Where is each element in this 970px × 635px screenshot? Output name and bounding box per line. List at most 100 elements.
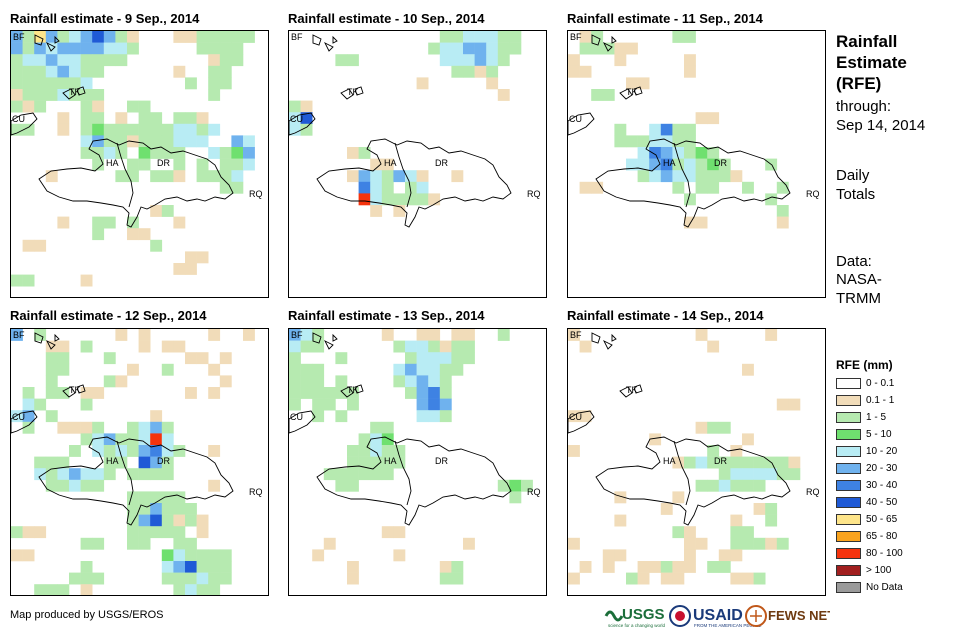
- rainfall-cell: [103, 123, 116, 136]
- panel-title-sep-12: Rainfall estimate - 12 Sep., 2014: [10, 308, 207, 323]
- rainfall-cell: [80, 147, 93, 159]
- rainfall-cell: [161, 135, 174, 148]
- rainfall-cell: [92, 468, 105, 481]
- rainfall-cell: [173, 491, 186, 504]
- rainfall-cell: [103, 147, 116, 159]
- rainfall-cell: [185, 584, 197, 595]
- rainfall-cell: [34, 54, 47, 67]
- rainfall-cell: [300, 329, 313, 341]
- rainfall-cell: [92, 100, 105, 113]
- rainfall-cell: [416, 181, 429, 194]
- rainfall-cell: [80, 572, 93, 585]
- rainfall-cell: [11, 410, 23, 423]
- legend-swatch: [836, 514, 861, 525]
- rainfall-cell: [127, 421, 139, 434]
- rainfall-cell: [568, 445, 580, 457]
- rainfall-cell: [208, 42, 221, 55]
- rainfall-cell: [463, 31, 475, 43]
- rainfall-cell: [103, 42, 116, 55]
- coastline-path: [34, 332, 60, 350]
- rainfall-cell: [428, 387, 441, 399]
- rainfall-cell: [11, 65, 23, 78]
- rainfall-cell: [347, 445, 359, 457]
- map-label-tk: TK: [626, 87, 638, 97]
- rainfall-cell: [219, 31, 232, 43]
- rainfall-cell: [219, 158, 232, 171]
- rainfall-cell: [173, 123, 186, 136]
- rainfall-cell: [776, 205, 789, 217]
- rainfall-cell: [614, 135, 627, 148]
- svg-text:USAID: USAID: [693, 607, 743, 624]
- rainfall-cell: [127, 216, 139, 229]
- rainfall-cell: [753, 572, 766, 585]
- rainfall-cell: [312, 329, 325, 341]
- rainfall-cell: [439, 375, 452, 388]
- rainfall-cell: [684, 561, 696, 573]
- rainfall-cell: [323, 387, 336, 399]
- rainfall-cell: [138, 112, 151, 125]
- rainfall-cell: [185, 112, 197, 125]
- rainfall-cell: [80, 433, 93, 446]
- rainfall-cell: [150, 205, 163, 217]
- panel-title-sep-10: Rainfall estimate - 10 Sep., 2014: [288, 11, 485, 26]
- coastline-path: [673, 142, 691, 208]
- rainfall-cell: [150, 239, 163, 252]
- rainfall-cell: [138, 503, 151, 515]
- rainfall-cell: [381, 193, 394, 206]
- rainfall-cell: [34, 526, 47, 539]
- coastline-path: [62, 384, 86, 398]
- rainfall-cell: [92, 421, 105, 434]
- legend-swatch: [836, 548, 861, 559]
- rainfall-cell: [80, 100, 93, 113]
- rainfall-cell: [34, 456, 47, 469]
- rainfall-cell: [439, 54, 452, 67]
- rainfall-cell: [486, 65, 499, 78]
- side-title-line-2: Estimate: [836, 53, 907, 72]
- rainfall-cell: [34, 89, 47, 101]
- rainfall-cell: [649, 561, 662, 573]
- rainfall-cell: [672, 526, 685, 539]
- rainfall-cell: [347, 561, 359, 573]
- rainfall-cell: [672, 491, 685, 504]
- rainfall-cell: [300, 112, 313, 125]
- rainfall-cell: [393, 363, 406, 376]
- rainfall-cell: [45, 65, 58, 78]
- map-label-bf: BF: [570, 330, 582, 340]
- rainfall-cell: [358, 181, 371, 194]
- rainfall-cell: [138, 147, 151, 159]
- rainfall-cell: [161, 147, 174, 159]
- rainfall-cell: [405, 193, 417, 206]
- rainfall-cell: [138, 445, 151, 457]
- rainfall-cell: [80, 387, 93, 399]
- map-label-ha: HA: [663, 158, 676, 168]
- rainfall-cell: [497, 31, 510, 43]
- rainfall-cell: [57, 54, 70, 67]
- rainfall-cell: [660, 147, 673, 159]
- rainfall-cell: [196, 584, 209, 595]
- rainfall-cell: [173, 514, 186, 527]
- map-panel-sep-13: BF TK CU HA DR RQ: [288, 328, 547, 596]
- through-date: Sep 14, 2014: [836, 117, 926, 134]
- rainfall-cell: [11, 89, 23, 101]
- rainfall-cell: [161, 561, 174, 573]
- rainfall-cell: [69, 479, 81, 492]
- rainfall-cell: [742, 468, 754, 481]
- rainfall-cell: [730, 445, 743, 457]
- rainfall-cell: [57, 363, 70, 376]
- rainfall-cell: [115, 329, 128, 341]
- map-canvas: BF TK CU HA DR RQ: [289, 329, 541, 585]
- rainfall-cell: [672, 456, 685, 469]
- coastline-path: [38, 436, 234, 526]
- map-label-ha: HA: [106, 456, 119, 466]
- rainfall-cell: [707, 456, 720, 469]
- rainfall-cell: [323, 468, 336, 481]
- rainfall-cell: [196, 251, 209, 264]
- rainfall-cell: [22, 31, 35, 43]
- rainfall-cell: [684, 193, 696, 206]
- coastline-path: [340, 86, 364, 100]
- coastline-path: [289, 112, 316, 136]
- rainfall-cell: [150, 410, 163, 423]
- rainfall-cell: [92, 228, 105, 241]
- rainfall-cell: [208, 77, 221, 90]
- rainfall-cell: [695, 170, 708, 183]
